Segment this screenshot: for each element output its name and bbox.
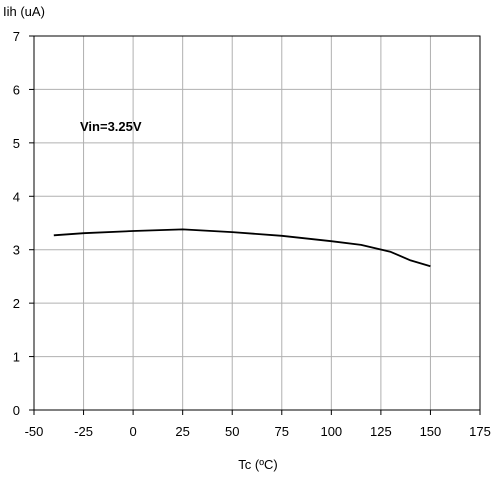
y-tick-label: 4 (13, 189, 20, 204)
y-axis-label: Iih (uA) (3, 4, 45, 19)
plot-frame (29, 35, 481, 415)
y-tick-label: 1 (13, 350, 20, 365)
x-tick-label: 75 (275, 424, 289, 439)
annotation-vin: Vin=3.25V (80, 119, 142, 134)
x-tick-label: 0 (129, 424, 136, 439)
grid (33, 35, 481, 411)
x-tick-label: 150 (420, 424, 442, 439)
x-tick-label: -25 (74, 424, 93, 439)
y-tick-label: 5 (13, 136, 20, 151)
tick-labels: -50 -25 0 25 50 75 100 125 150 175 0 1 2 3 4 5 6 7 (13, 29, 491, 439)
x-tick-label: 100 (320, 424, 342, 439)
y-tick-label: 3 (13, 243, 20, 258)
x-tick-label: 175 (469, 424, 491, 439)
plot-border (33, 35, 481, 411)
series-line (53, 228, 431, 268)
series-lines (53, 228, 431, 268)
x-tick-label: 25 (175, 424, 189, 439)
x-tick-label: 50 (225, 424, 239, 439)
x-tick-label: -50 (25, 424, 44, 439)
y-tick-label: 2 (13, 296, 20, 311)
x-axis-label: Tc (ºC) (238, 457, 277, 472)
y-tick-label: 7 (13, 29, 20, 44)
y-tick-label: 0 (13, 403, 20, 418)
y-tick-label: 6 (13, 82, 20, 97)
x-tick-label: 125 (370, 424, 392, 439)
